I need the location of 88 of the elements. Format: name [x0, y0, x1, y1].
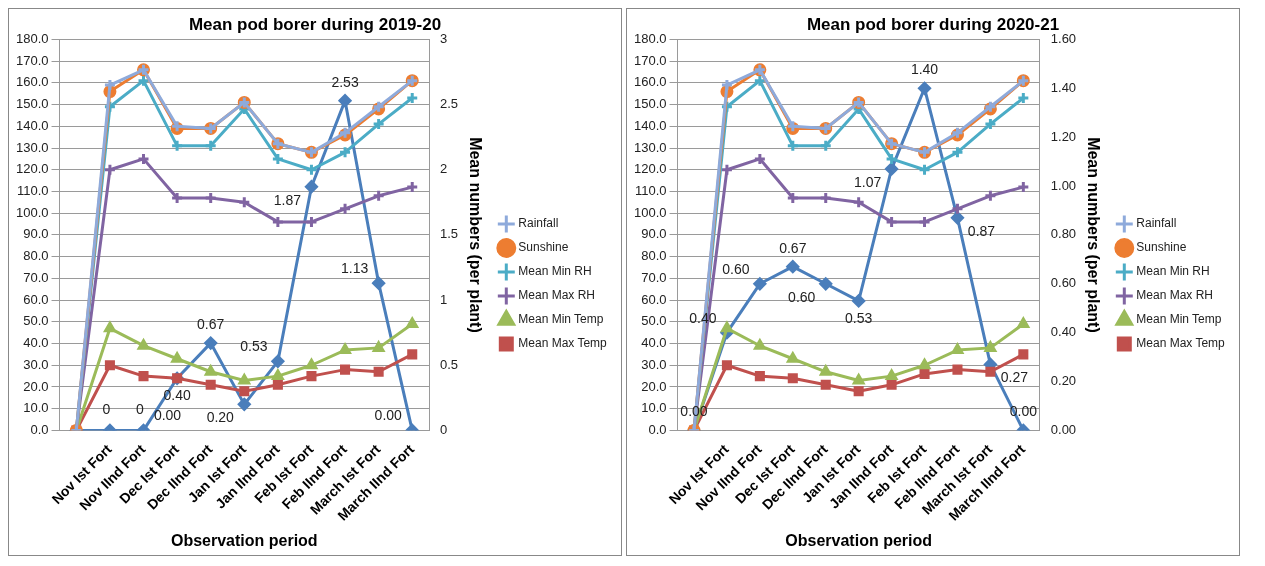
chart-title: Mean pod borer during 2019-20: [188, 14, 442, 34]
y2-tick-label: 1.5: [440, 226, 459, 242]
y-tick-label: 90.0: [641, 226, 667, 242]
y-tick-label: 180.0: [15, 30, 49, 46]
y2-tick-label: 3: [440, 30, 448, 46]
y2-tick-label: 0.80: [1050, 226, 1077, 242]
y-tick-label: 110.0: [634, 183, 667, 199]
y-tick-label: 160.0: [15, 74, 49, 90]
legend-label: Mean Max Temp: [518, 336, 608, 351]
data-label: 0: [102, 401, 111, 418]
y-tick-label: 10.0: [641, 400, 667, 416]
y-tick-label: 120.0: [633, 161, 667, 177]
legend-label: Mean Min Temp: [518, 312, 604, 327]
data-label: 0.67: [197, 315, 225, 332]
y-tick-label: 30.0: [23, 356, 49, 372]
legend-label: Mean Min Temp: [1136, 312, 1222, 327]
y2-tick-label: 0.40: [1050, 324, 1077, 340]
y2-tick-label: 0.5: [440, 356, 459, 372]
y2-tick-label: 1.40: [1050, 79, 1077, 95]
y-tick-label: 60.0: [23, 291, 49, 307]
legend-label: Mean Min RH: [518, 264, 592, 279]
legend-label: Rainfall: [518, 216, 559, 231]
y-tick-label: 100.0: [633, 204, 667, 220]
y-tick-label: 50.0: [23, 313, 49, 329]
y2-tick-label: 2: [440, 161, 448, 177]
y-tick-label: 20.0: [23, 378, 49, 394]
y-tick-label: 110.0: [16, 183, 49, 199]
legend-label: Mean Max RH: [518, 288, 595, 303]
y-tick-label: 130.0: [633, 139, 667, 155]
y2-tick-label: 1.00: [1050, 177, 1077, 193]
y-tick-label: 20.0: [641, 378, 667, 394]
data-label: 0.00: [153, 407, 182, 424]
y-tick-label: 180.0: [633, 30, 667, 46]
data-label: 1.07: [853, 173, 882, 190]
y-tick-label: 10.0: [23, 400, 49, 416]
x-axis-title: Observation period: [170, 531, 318, 549]
y-tick-label: 100.0: [15, 204, 49, 220]
legend-label: Mean Max Temp: [1136, 336, 1226, 351]
y-tick-label: 120.0: [15, 161, 49, 177]
y-tick-label: 40.0: [641, 335, 667, 351]
data-label: 0.53: [240, 338, 268, 355]
legend-label: Sunshine: [1136, 240, 1187, 255]
data-label: 0.60: [788, 288, 816, 305]
y-tick-label: 170.0: [15, 52, 49, 68]
data-label: 0.27: [1000, 369, 1029, 386]
y-tick-label: 90.0: [23, 226, 49, 242]
y-tick-label: 150.0: [633, 96, 667, 112]
y-tick-label: 80.0: [23, 248, 49, 264]
y-tick-label: 170.0: [633, 52, 667, 68]
y2-tick-label: 2.5: [440, 96, 459, 112]
legend-label: Mean Min RH: [1136, 264, 1210, 279]
data-label: 1.40: [910, 61, 939, 78]
y-tick-label: 80.0: [641, 248, 667, 264]
data-label: 0.87: [967, 222, 996, 239]
y-tick-label: 140.0: [15, 117, 49, 133]
y-tick-label: 70.0: [23, 269, 49, 285]
y-tick-label: 50.0: [641, 313, 667, 329]
legend-label: Mean Max RH: [1136, 288, 1213, 303]
data-label: 0.00: [374, 407, 403, 424]
y-tick-label: 150.0: [15, 96, 49, 112]
data-label: 1.87: [273, 191, 302, 208]
y2-tick-label: 1: [440, 291, 448, 307]
data-label: 0.60: [722, 260, 750, 277]
data-label: 0.53: [845, 309, 873, 326]
data-label: 0: [136, 401, 145, 418]
y2-tick-label: 1.20: [1050, 128, 1077, 144]
data-label: 0.20: [206, 409, 235, 426]
y2-tick-label: 0: [440, 422, 448, 437]
data-label: 0.67: [779, 239, 807, 256]
y-tick-label: 40.0: [23, 335, 49, 351]
y-tick-label: 130.0: [15, 139, 49, 155]
y2-axis-title: Mean numbers (per plant): [1085, 137, 1103, 333]
y-tick-label: 140.0: [633, 117, 667, 133]
data-label: 1.13: [341, 260, 369, 276]
y-tick-label: 160.0: [633, 74, 667, 90]
y-tick-label: 0.0: [30, 422, 49, 437]
y-tick-label: 70.0: [641, 269, 667, 285]
legend-label: Sunshine: [518, 240, 569, 255]
y-tick-label: 60.0: [641, 291, 667, 307]
y2-axis-title: Mean numbers (per plant): [467, 137, 485, 333]
legend-label: Rainfall: [1136, 216, 1177, 231]
y-tick-label: 30.0: [641, 356, 667, 372]
y-tick-label: 0.0: [648, 422, 667, 437]
x-axis-title: Observation period: [785, 531, 933, 549]
data-label: 2.53: [331, 73, 359, 90]
y2-tick-label: 0.20: [1050, 373, 1077, 389]
y2-tick-label: 0.00: [1050, 422, 1077, 437]
y2-tick-label: 0.60: [1050, 275, 1077, 291]
